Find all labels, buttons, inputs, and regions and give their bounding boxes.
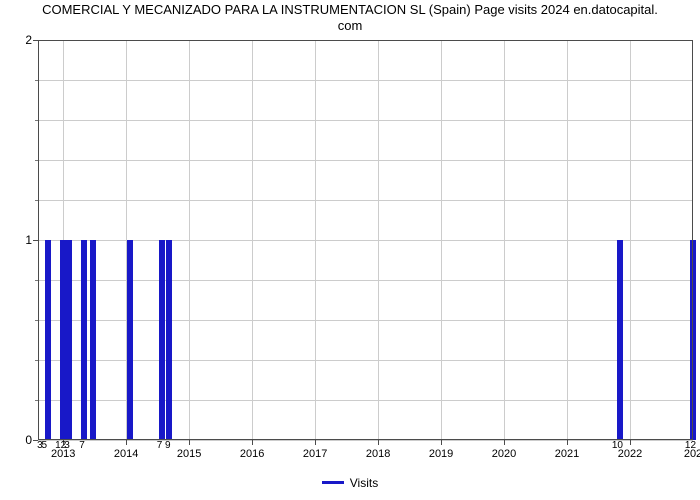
visit-spike bbox=[694, 240, 696, 440]
x-tick-mark bbox=[441, 440, 442, 445]
visit-spike bbox=[168, 240, 170, 440]
y-tick-label: 1 bbox=[12, 233, 32, 247]
gridline-vertical bbox=[441, 40, 442, 440]
x-minor-label: 7 bbox=[157, 440, 163, 451]
gridline-vertical bbox=[567, 40, 568, 440]
x-tick-mark bbox=[126, 440, 127, 445]
gridline-vertical bbox=[252, 40, 253, 440]
gridline-horizontal-minor bbox=[38, 400, 693, 401]
gridline-vertical bbox=[630, 40, 631, 440]
x-minor-label: 10 bbox=[612, 440, 623, 451]
chart-container: { "chart": { "type": "line-spikes", "tit… bbox=[0, 0, 700, 500]
gridline-horizontal-minor bbox=[38, 200, 693, 201]
gridline-horizontal-minor bbox=[38, 320, 693, 321]
visit-spike bbox=[70, 240, 72, 440]
x-tick-label: 2016 bbox=[240, 448, 264, 460]
visit-spike bbox=[170, 240, 172, 440]
y-tick-label: 2 bbox=[12, 33, 32, 47]
visit-spike bbox=[619, 240, 621, 440]
gridline-horizontal bbox=[38, 440, 693, 441]
x-tick-mark bbox=[189, 440, 190, 445]
visit-spike bbox=[129, 240, 131, 440]
legend: Visits bbox=[0, 475, 700, 490]
x-tick-mark bbox=[504, 440, 505, 445]
x-tick-mark bbox=[567, 440, 568, 445]
x-tick-mark bbox=[378, 440, 379, 445]
gridline-horizontal-minor bbox=[38, 80, 693, 81]
visit-spike bbox=[47, 240, 49, 440]
visit-spike bbox=[62, 240, 64, 440]
x-tick-mark bbox=[252, 440, 253, 445]
visit-spike bbox=[83, 240, 85, 440]
visit-spike bbox=[692, 240, 694, 440]
gridline-horizontal-minor bbox=[38, 120, 693, 121]
visit-spike bbox=[92, 240, 94, 440]
gridline-vertical bbox=[189, 40, 190, 440]
x-tick-mark bbox=[630, 440, 631, 445]
y-tick-label: 0 bbox=[12, 433, 32, 447]
x-tick-label: 2021 bbox=[555, 448, 579, 460]
x-tick-label: 2020 bbox=[492, 448, 516, 460]
legend-swatch bbox=[322, 481, 344, 484]
x-tick-mark bbox=[315, 440, 316, 445]
x-tick-label: 2014 bbox=[114, 448, 138, 460]
x-tick-label: 2018 bbox=[366, 448, 390, 460]
visit-spike bbox=[85, 240, 87, 440]
visit-spike bbox=[68, 240, 70, 440]
visit-spike bbox=[163, 240, 165, 440]
visit-spike bbox=[49, 240, 51, 440]
x-minor-label: 5 bbox=[42, 440, 48, 451]
visit-spike bbox=[94, 240, 96, 440]
gridline-horizontal bbox=[38, 240, 693, 241]
x-minor-label: 3 bbox=[64, 440, 70, 451]
x-minor-label: 7 bbox=[79, 440, 85, 451]
x-tick-label: 2015 bbox=[177, 448, 201, 460]
x-tick-label: 2017 bbox=[303, 448, 327, 460]
gridline-horizontal bbox=[38, 40, 693, 41]
gridline-horizontal-minor bbox=[38, 360, 693, 361]
plot-area bbox=[38, 40, 693, 440]
visit-spike bbox=[621, 240, 623, 440]
gridline-horizontal-minor bbox=[38, 160, 693, 161]
gridline-vertical bbox=[315, 40, 316, 440]
legend-label: Visits bbox=[350, 476, 378, 490]
gridline-horizontal-minor bbox=[38, 280, 693, 281]
x-tick-label: 2019 bbox=[429, 448, 453, 460]
visit-spike bbox=[131, 240, 133, 440]
chart-title: COMERCIAL Y MECANIZADO PARA LA INSTRUMEN… bbox=[0, 2, 700, 35]
x-minor-label: 9 bbox=[165, 440, 171, 451]
visit-spike bbox=[161, 240, 163, 440]
gridline-vertical bbox=[504, 40, 505, 440]
x-minor-label: 12 bbox=[685, 440, 696, 451]
gridline-vertical bbox=[378, 40, 379, 440]
